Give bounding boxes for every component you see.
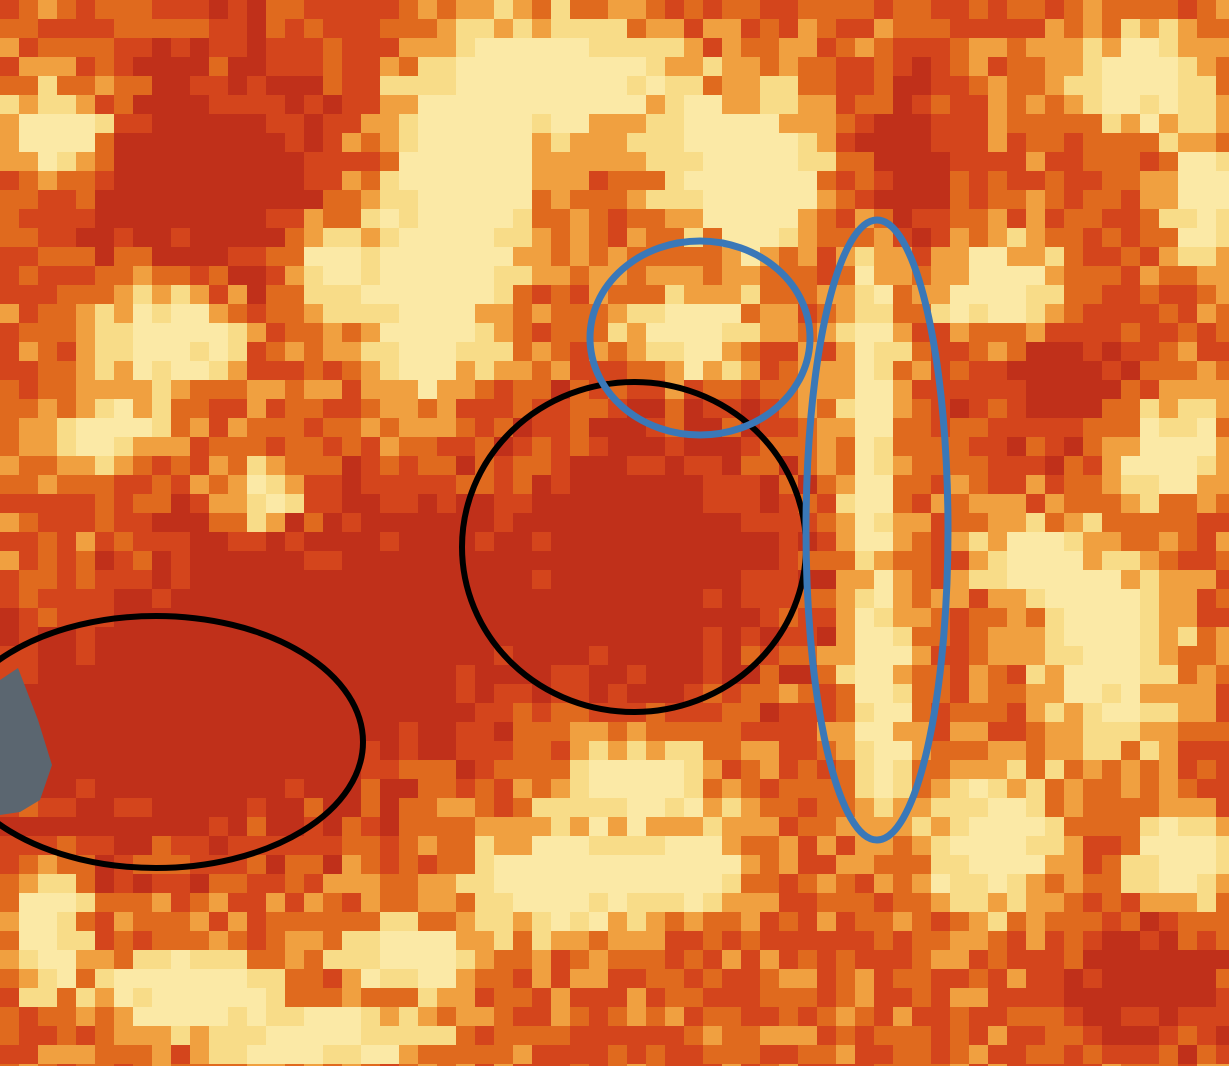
- black-ellipse-left: [0, 613, 366, 871]
- black-ellipse-center: [459, 379, 809, 715]
- gray-pointer-shape: [0, 668, 52, 815]
- blue-ellipse-tall: [802, 216, 952, 844]
- blue-ellipse-small: [586, 237, 814, 439]
